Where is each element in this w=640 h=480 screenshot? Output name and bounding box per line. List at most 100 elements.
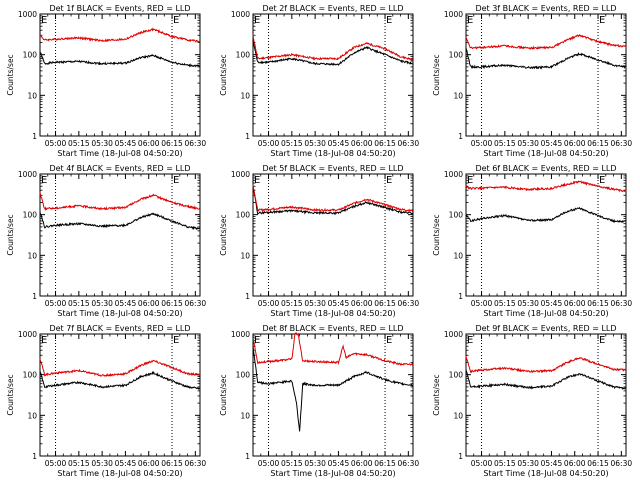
event-marker-label: E <box>254 15 260 26</box>
x-tick-label: 06:30 <box>611 459 633 468</box>
plot-frame <box>39 333 201 457</box>
y-tick-label: 100 <box>23 51 38 60</box>
series-lld-line <box>465 180 627 193</box>
y-tick-label: 10 <box>27 411 37 420</box>
event-marker-label: E <box>173 335 179 346</box>
y-tick-label: 1 <box>32 292 37 301</box>
subplot-det-7: Det 7f BLACK = Events, RED = LLD 1 10 100 10… <box>6 324 206 478</box>
y-tick-label: 1000 <box>444 330 463 339</box>
event-marker-label: E <box>386 175 392 186</box>
subplot-det-1: Det 1f BLACK = Events, RED = LLD 1 10 100 10… <box>6 4 206 158</box>
y-tick-label: 100 <box>236 211 251 220</box>
x-axis-label: Start Time (18-Jul-08 04:50:20) <box>483 469 608 478</box>
x-tick-label: 05:45 <box>115 299 137 308</box>
plot-frame <box>39 173 201 297</box>
y-tick-label: 100 <box>236 371 251 380</box>
x-tick-label: 06:15 <box>161 139 183 148</box>
x-tick-label: 05:15 <box>281 139 303 148</box>
event-marker-label: E <box>467 175 473 186</box>
x-tick-label: 05:00 <box>45 459 67 468</box>
x-tick-label: 05:45 <box>541 459 563 468</box>
y-tick-label: 1000 <box>231 10 250 19</box>
x-tick-label: 05:15 <box>281 459 303 468</box>
event-marker-label: E <box>254 175 260 186</box>
subplot-title: Det 3f BLACK = Events, RED = LLD <box>475 4 616 13</box>
series-lld-line <box>252 184 414 213</box>
event-marker-label: E <box>599 175 605 186</box>
x-tick-label: 06:30 <box>185 459 207 468</box>
x-tick-label: 06:15 <box>587 139 609 148</box>
x-tick-label: 06:00 <box>351 299 373 308</box>
x-tick-label: 05:30 <box>91 139 113 148</box>
x-tick-label: 06:00 <box>138 139 160 148</box>
x-tick-label: 05:15 <box>494 139 516 148</box>
x-tick-label: 06:00 <box>351 139 373 148</box>
subplot-title: Det 6f BLACK = Events, RED = LLD <box>475 164 616 173</box>
event-marker-label: E <box>41 175 47 186</box>
y-tick-label: 100 <box>23 211 38 220</box>
subplot-det-8: Det 8f BLACK = Events, RED = LLD 1 10 100 10… <box>219 324 419 478</box>
x-tick-label: 05:00 <box>258 139 280 148</box>
y-tick-label: 100 <box>449 51 464 60</box>
x-axis-label: Start Time (18-Jul-08 04:50:20) <box>483 309 608 318</box>
x-tick-label: 05:30 <box>517 139 539 148</box>
y-tick-label: 1 <box>32 132 37 141</box>
series-events-line <box>252 40 414 67</box>
x-tick-label: 06:30 <box>611 299 633 308</box>
x-tick-label: 05:30 <box>304 139 326 148</box>
event-marker-label: E <box>254 335 260 346</box>
y-tick-label: 1 <box>458 292 463 301</box>
y-tick-label: 1000 <box>231 170 250 179</box>
x-axis-label: Start Time (18-Jul-08 04:50:20) <box>483 149 608 158</box>
plot-frame <box>252 13 414 137</box>
y-axis-label: Counts/sec <box>6 54 15 95</box>
x-tick-label: 05:15 <box>494 459 516 468</box>
x-tick-label: 06:00 <box>564 299 586 308</box>
series-events-line <box>465 206 627 224</box>
y-tick-label: 1000 <box>18 330 37 339</box>
subplot-det-3: Det 3f BLACK = Events, RED = LLD 1 10 100 10… <box>432 4 632 158</box>
y-tick-label: 1000 <box>444 10 463 19</box>
x-tick-label: 05:00 <box>45 299 67 308</box>
y-axis-label: Counts/sec <box>219 54 228 95</box>
x-tick-label: 05:00 <box>45 139 67 148</box>
y-tick-label: 10 <box>240 251 250 260</box>
y-axis-label: Counts/sec <box>6 214 15 255</box>
subplot-title: Det 2f BLACK = Events, RED = LLD <box>262 4 403 13</box>
x-axis-label: Start Time (18-Jul-08 04:50:20) <box>57 469 182 478</box>
x-tick-label: 06:15 <box>374 139 396 148</box>
event-marker-label: E <box>386 15 392 26</box>
x-tick-label: 05:15 <box>281 299 303 308</box>
x-tick-label: 06:30 <box>611 139 633 148</box>
series-lld-line <box>39 27 201 43</box>
x-tick-label: 06:15 <box>374 299 396 308</box>
x-tick-label: 06:30 <box>398 459 420 468</box>
y-tick-label: 10 <box>453 91 463 100</box>
y-tick-label: 1 <box>32 452 37 461</box>
event-marker-label: E <box>599 15 605 26</box>
event-marker-label: E <box>386 335 392 346</box>
series-lld-line <box>39 358 201 377</box>
series-events-line <box>39 371 201 390</box>
x-tick-label: 06:00 <box>138 459 160 468</box>
x-axis-label: Start Time (18-Jul-08 04:50:20) <box>270 149 395 158</box>
series-events-line <box>252 346 414 432</box>
y-tick-label: 1000 <box>18 170 37 179</box>
y-tick-label: 10 <box>27 91 37 100</box>
y-tick-label: 10 <box>453 251 463 260</box>
y-tick-label: 100 <box>236 51 251 60</box>
x-tick-label: 05:30 <box>517 299 539 308</box>
y-tick-label: 1 <box>458 132 463 141</box>
x-tick-label: 05:30 <box>91 459 113 468</box>
event-marker-label: E <box>467 335 473 346</box>
plot-frame <box>465 13 627 137</box>
x-tick-label: 05:45 <box>328 299 350 308</box>
y-tick-label: 10 <box>27 251 37 260</box>
x-tick-label: 05:45 <box>115 459 137 468</box>
y-tick-label: 1000 <box>231 330 250 339</box>
y-tick-label: 100 <box>449 371 464 380</box>
x-tick-label: 05:30 <box>91 299 113 308</box>
x-axis-label: Start Time (18-Jul-08 04:50:20) <box>270 309 395 318</box>
subplot-title: Det 1f BLACK = Events, RED = LLD <box>49 4 190 13</box>
